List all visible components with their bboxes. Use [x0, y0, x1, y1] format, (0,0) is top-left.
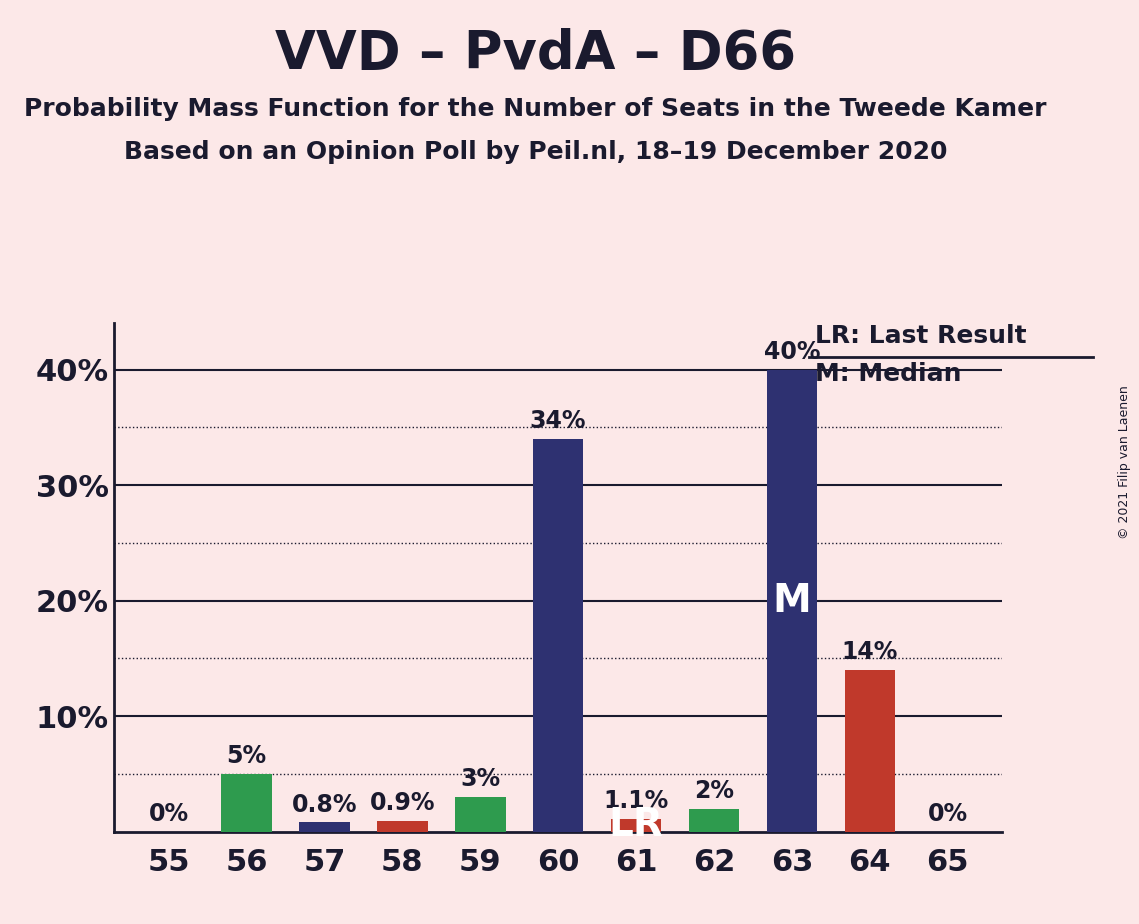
Text: LR: LR — [608, 807, 664, 845]
Text: 34%: 34% — [530, 409, 587, 433]
Text: 40%: 40% — [763, 340, 820, 364]
Bar — [454, 796, 506, 832]
Text: © 2021 Filip van Laenen: © 2021 Filip van Laenen — [1118, 385, 1131, 539]
Text: 2%: 2% — [694, 779, 734, 803]
Bar — [767, 370, 817, 832]
Bar — [533, 439, 583, 832]
Text: Based on an Opinion Poll by Peil.nl, 18–19 December 2020: Based on an Opinion Poll by Peil.nl, 18–… — [123, 140, 948, 164]
Bar — [221, 774, 272, 832]
Text: LR: Last Result: LR: Last Result — [814, 323, 1026, 347]
Text: 0.9%: 0.9% — [369, 792, 435, 815]
Text: Probability Mass Function for the Number of Seats in the Tweede Kamer: Probability Mass Function for the Number… — [24, 97, 1047, 121]
Text: 5%: 5% — [227, 744, 267, 768]
Text: 0%: 0% — [927, 802, 968, 826]
Text: 1.1%: 1.1% — [604, 789, 669, 813]
Bar — [844, 670, 895, 832]
Text: 0.8%: 0.8% — [292, 793, 357, 817]
Bar — [298, 822, 350, 832]
Text: M: Median: M: Median — [814, 361, 961, 385]
Text: 3%: 3% — [460, 767, 500, 791]
Text: M: M — [772, 581, 811, 620]
Text: VVD – PvdA – D66: VVD – PvdA – D66 — [274, 28, 796, 79]
Text: 0%: 0% — [148, 802, 189, 826]
Bar — [689, 808, 739, 832]
Bar — [377, 821, 427, 832]
Text: 14%: 14% — [842, 640, 898, 664]
Bar — [611, 819, 662, 832]
